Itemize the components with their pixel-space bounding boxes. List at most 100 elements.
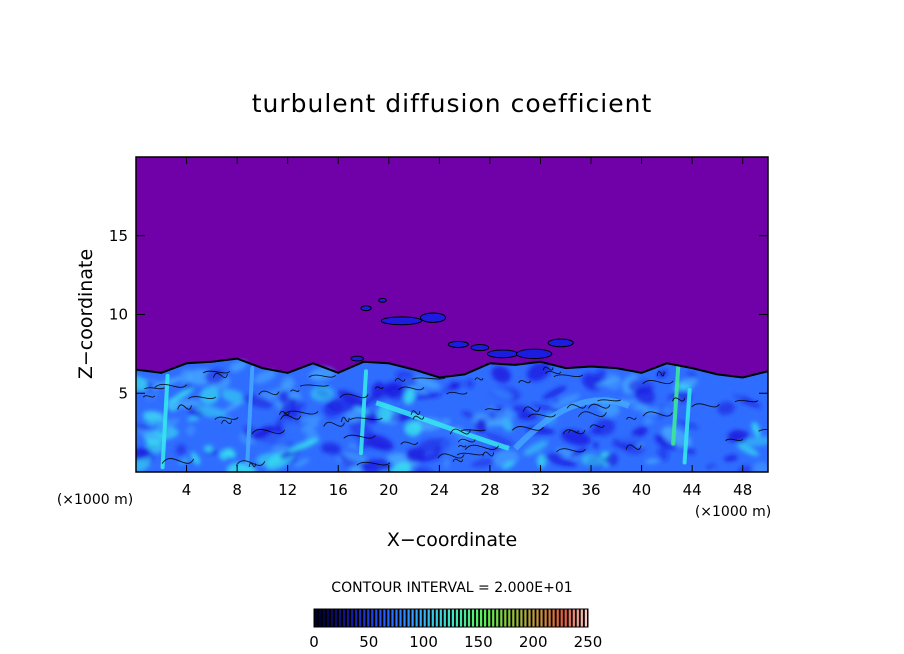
x-axis: 4 8 12 16 20 24 28 32 36 40 44 48 (182, 157, 752, 499)
plume-streak (160, 373, 170, 470)
detached-eddy (447, 340, 469, 349)
contour-interval-label: CONTOUR INTERVAL = 2.000E+01 (331, 580, 572, 596)
plot-field (136, 157, 768, 472)
colorbar-stripe (334, 609, 338, 627)
y-unit-label: (×1000 m) (57, 492, 133, 508)
colorbar-stripe (584, 609, 588, 627)
colorbar-stripe (528, 609, 531, 627)
colorbar-stripe (488, 609, 491, 627)
colorbar-background (314, 609, 588, 627)
colorbar-stripe (359, 609, 362, 627)
colorbar-frame (313, 608, 589, 628)
colorbar-stripe (371, 609, 374, 627)
x-tick-label: 12 (278, 481, 297, 499)
detached-eddy (470, 343, 490, 352)
colorbar-stripe (516, 609, 519, 627)
colorbar-stripe (318, 609, 322, 627)
colorbar-stripe (520, 609, 523, 627)
colorbar-stripe (552, 609, 555, 627)
x-tick-label: 48 (733, 481, 752, 499)
contour-lines (142, 366, 768, 468)
x-tick-label: 44 (683, 481, 702, 499)
colorbar-tick-label: 200 (519, 633, 548, 651)
plume-streak (358, 369, 369, 456)
colorbar-stripe (496, 609, 499, 627)
x-tick-label: 24 (430, 481, 449, 499)
colorbar-stripe (435, 609, 438, 627)
colorbar-stripe (326, 609, 330, 627)
colorbar-stripe (355, 609, 358, 627)
colorbar-stripe (407, 609, 410, 627)
colorbar-stripe (548, 609, 551, 627)
plume-streak (245, 366, 255, 467)
colorbar-stripe (532, 609, 535, 627)
detached-eddy (380, 316, 423, 326)
detached-eddy (350, 355, 365, 362)
colorbar-stripe (431, 609, 434, 627)
colorbar-stripe (572, 609, 575, 627)
colorbar-stripe (459, 609, 463, 627)
chart-title: turbulent diffusion coefficient (252, 89, 653, 118)
x-tick-label: 16 (329, 481, 348, 499)
x-tick-label: 40 (632, 481, 651, 499)
colorbar-stripe (524, 609, 527, 627)
x-tick-label: 8 (232, 481, 242, 499)
colorbar-tick-label: 0 (309, 633, 319, 651)
colorbar-tick-label: 250 (574, 633, 603, 651)
colorbar-stripe (351, 609, 354, 627)
colorbar-stripe (395, 609, 398, 627)
colorbar-stripe (568, 609, 571, 627)
detached-eddy (515, 348, 553, 360)
colorbar-stripe (451, 609, 455, 627)
colorbar-stripe (439, 609, 442, 627)
y-tick-label: 5 (118, 384, 128, 402)
colorbar-stripe (580, 609, 583, 627)
x-tick-label: 36 (581, 481, 600, 499)
plume-streak (671, 364, 681, 446)
colorbar-stripe (443, 609, 446, 627)
colorbar-stripe (383, 609, 386, 627)
colorbar-tick-label: 50 (359, 633, 378, 651)
colorbar-tick-label: 150 (464, 633, 493, 651)
colorbar-ticks: 0 50 100 150 200 250 (309, 633, 602, 651)
colorbar-stripe (576, 609, 579, 627)
colorbar-stripe (492, 609, 495, 627)
boundary-layer-top-contour (136, 357, 768, 379)
colorbar-stripe (387, 609, 390, 627)
detached-eddy (547, 338, 574, 348)
colorbar-stripe (560, 609, 563, 627)
colorbar-stripe (508, 609, 511, 627)
colorbar-stripe (476, 609, 479, 627)
colorbar-stripe (363, 609, 366, 627)
colorbar-stripe (500, 609, 503, 627)
colorbar-stripe (504, 609, 507, 627)
colorbar-stripe (375, 609, 378, 627)
y-tick-label: 15 (109, 227, 128, 245)
detached-eddy (419, 312, 447, 323)
x-tick-label: 4 (182, 481, 192, 499)
colorbar-stripe (411, 609, 414, 627)
detached-eddy (378, 297, 387, 303)
colorbar-stripe (339, 609, 342, 627)
colorbar-stripe (536, 609, 539, 627)
colorbar-stripe (544, 609, 547, 627)
colorbar-tick-label: 100 (409, 633, 438, 651)
colorbar-stripe (447, 609, 451, 627)
colorbar-stripe (367, 609, 370, 627)
colorbar-stripe (330, 609, 334, 627)
colorbar-stripe (540, 609, 543, 627)
x-tick-label: 28 (480, 481, 499, 499)
colorbar-stripe (427, 609, 430, 627)
colorbar-stripe (471, 609, 475, 627)
colorbar-stripe (512, 609, 515, 627)
diagonal-streak (513, 397, 631, 451)
detached-eddy (360, 305, 372, 312)
colorbar-stripe (343, 609, 346, 627)
colorbar-stripe (322, 609, 326, 627)
y-axis: 5 10 15 (109, 227, 768, 402)
colorbar-stripe (484, 609, 487, 627)
x-unit-label: (×1000 m) (695, 504, 771, 520)
colorbar-stripe (455, 609, 459, 627)
colorbar-stripe (556, 609, 559, 627)
colorbar (313, 608, 589, 628)
